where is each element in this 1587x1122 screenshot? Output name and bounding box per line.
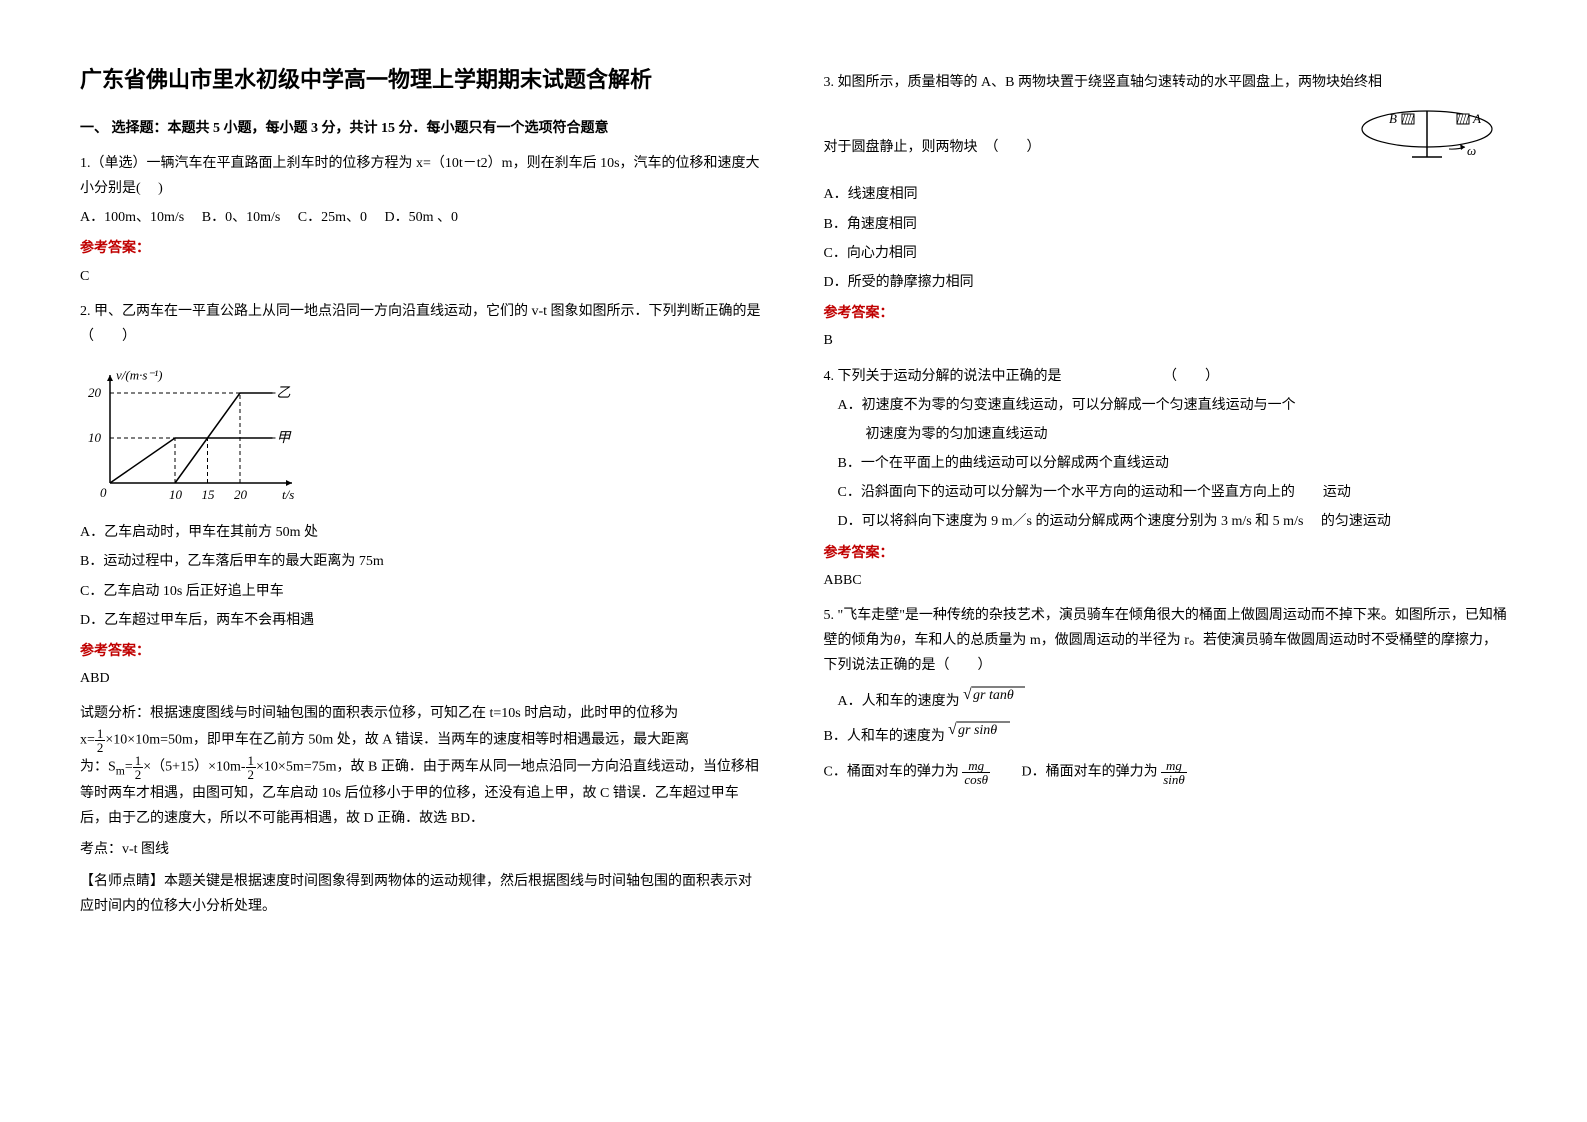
q2-an-p3: ×10×10m=50m，即甲车在乙前方 50m 处，故 A 错误．当两车的速度相… — [105, 732, 689, 747]
q2-graph: 0 10 15 20 10 20 v/(m·s⁻¹) t/s 甲 乙 — [80, 353, 764, 512]
q5-stem-p2: ，车和人的总质量为 m，做圆周运动的半径为 r。若使演员骑车做圆周运动时不受桶壁… — [824, 633, 1497, 673]
svg-text:√: √ — [948, 721, 957, 738]
svg-text:甲: 甲 — [277, 431, 292, 446]
q2-an-p4: 为：S — [80, 759, 116, 774]
q1-stem: 1.（单选）一辆汽车在平直路面上刹车时的位移方程为 x=（10t－t2）m，则在… — [80, 151, 764, 201]
right-column: 3. 如图所示，质量相等的 A、B 两物块置于绕竖直轴匀速转动的水平圆盘上，两物… — [824, 60, 1508, 925]
frac-half-1: 12 — [95, 727, 106, 754]
q5-optB: B．人和车的速度为 √gr sinθ — [824, 718, 1508, 749]
section-1-heading: 一、 选择题：本题共 5 小题，每小题 3 分，共计 15 分．每小题只有一个选… — [80, 116, 764, 141]
q4-answer-label: 参考答案： — [824, 541, 1508, 566]
svg-text:乙: 乙 — [277, 386, 291, 401]
q2-answer-label: 参考答案： — [80, 639, 764, 664]
q1-answer-label: 参考答案： — [80, 236, 764, 261]
q2-optA: A．乙车启动时，甲车在其前方 50m 处 — [80, 520, 764, 545]
svg-text:v/(m·s⁻¹): v/(m·s⁻¹) — [116, 368, 163, 383]
svg-text:ω: ω — [1467, 143, 1476, 158]
frac-half-3: 12 — [246, 754, 257, 781]
q3-optA: A．线速度相同 — [824, 182, 1508, 207]
q3-optD: D．所受的静摩擦力相同 — [824, 270, 1508, 295]
q1-options: A．100m、10m/s B．0、10m/s C．25m、0 D．50m 、0 — [80, 205, 764, 230]
q2-kaodian: 考点：v-t 图线 — [80, 837, 764, 862]
svg-text:A: A — [1472, 111, 1481, 126]
q2-an-p5: = — [125, 759, 133, 774]
svg-text:gr sinθ: gr sinθ — [958, 723, 997, 738]
q5-optC-text: C．桶面对车的弹力为 — [824, 765, 959, 780]
q3-stem1: 3. 如图所示，质量相等的 A、B 两物块置于绕竖直轴匀速转动的水平圆盘上，两物… — [824, 70, 1508, 95]
svg-text:10: 10 — [169, 487, 183, 502]
svg-text:t/s: t/s — [282, 487, 294, 502]
doc-title: 广东省佛山市里水初级中学高一物理上学期期末试题含解析 — [80, 60, 764, 100]
frac-half-2: 12 — [133, 754, 144, 781]
q3-figure: ω B A — [1347, 99, 1507, 178]
q5-stem: 5. "飞车走壁"是一种传统的杂技艺术，演员骑车在倾角很大的桶面上做圆周运动而不… — [824, 603, 1508, 679]
q2-answer: ABD — [80, 666, 764, 691]
svg-text:0: 0 — [100, 485, 107, 500]
q1-answer: C — [80, 264, 764, 289]
q5-optCD: C．桶面对车的弹力为 mgcosθ D．桶面对车的弹力为 mgsinθ — [824, 759, 1508, 786]
q2-an-p6: ×（5+15）×10m- — [143, 759, 245, 774]
q5-fC: mgcosθ — [962, 759, 990, 786]
q4-optA: A．初速度不为零的匀变速直线运动，可以分解成一个匀速直线运动与一个 — [824, 393, 1508, 418]
q5-optB-text: B．人和车的速度为 — [824, 729, 945, 744]
q5-fA: √gr tanθ — [963, 694, 1033, 709]
q5-fD: mgsinθ — [1161, 759, 1187, 786]
svg-text:10: 10 — [88, 430, 102, 445]
q2-an-p2: x= — [80, 732, 95, 747]
svg-text:√: √ — [963, 686, 972, 703]
q2-stem: 2. 甲、乙两车在一平直公路上从同一地点沿同一方向沿直线运动，它们的 v-t 图… — [80, 299, 764, 349]
svg-text:B: B — [1389, 111, 1397, 126]
q4-answer: ABBC — [824, 568, 1508, 593]
q3-answer-label: 参考答案： — [824, 301, 1508, 326]
svg-text:15: 15 — [202, 487, 216, 502]
q3-optB: B．角速度相同 — [824, 212, 1508, 237]
svg-text:gr tanθ: gr tanθ — [973, 688, 1014, 703]
q3-optC: C．向心力相同 — [824, 241, 1508, 266]
q4-stem: 4. 下列关于运动分解的说法中正确的是 （ ） — [824, 364, 1508, 389]
q2-mingshi: 【名师点睛】本题关键是根据速度时间图象得到两物体的运动规律，然后根据图线与时间轴… — [80, 869, 764, 919]
q4-optB: B．一个在平面上的曲线运动可以分解成两个直线运动 — [824, 451, 1508, 476]
q5-optD-text: D．桶面对车的弹力为 — [994, 765, 1158, 780]
svg-text:20: 20 — [234, 487, 248, 502]
q2-optD: D．乙车超过甲车后，两车不会再相遇 — [80, 608, 764, 633]
q4-optA2: 初速度为零的匀加速直线运动 — [824, 422, 1508, 447]
q3-answer: B — [824, 328, 1508, 353]
q4-optD: D．可以将斜向下速度为 9 m／s 的运动分解成两个速度分别为 3 m/s 和 … — [824, 509, 1508, 534]
left-column: 广东省佛山市里水初级中学高一物理上学期期末试题含解析 一、 选择题：本题共 5 … — [80, 60, 764, 925]
q2-optC: C．乙车启动 10s 后正好追上甲车 — [80, 579, 764, 604]
q4-optC: C．沿斜面向下的运动可以分解为一个水平方向的运动和一个竖直方向上的 运动 — [824, 480, 1508, 505]
svg-text:20: 20 — [88, 385, 102, 400]
q2-analysis: 试题分析：根据速度图线与时间轴包围的面积表示位移，可知乙在 t=10s 时启动，… — [80, 701, 764, 831]
q5-fB: √gr sinθ — [948, 729, 1018, 744]
q5-optA-text: A．人和车的速度为 — [838, 694, 960, 709]
q5-optA: A．人和车的速度为 √gr tanθ — [824, 683, 1508, 714]
q2-optB: B．运动过程中，乙车落后甲车的最大距离为 75m — [80, 549, 764, 574]
q2-an-p1: 试题分析：根据速度图线与时间轴包围的面积表示位移，可知乙在 t=10s 时启动，… — [80, 706, 678, 721]
